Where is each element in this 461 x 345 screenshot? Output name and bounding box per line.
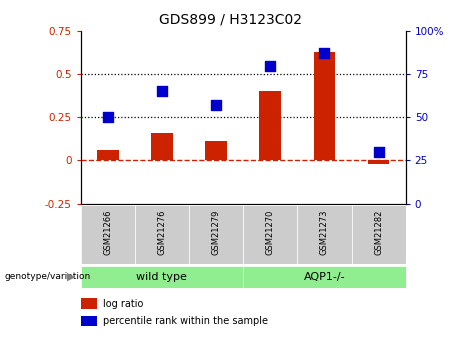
Point	[104, 115, 112, 120]
Bar	[81, 266, 243, 288]
Text: GSM21270: GSM21270	[266, 210, 275, 255]
Text: AQP1-/-: AQP1-/-	[304, 272, 345, 282]
Bar	[81, 298, 97, 309]
Bar	[297, 205, 352, 264]
Bar	[81, 316, 97, 326]
Text: GDS899 / H3123C02: GDS899 / H3123C02	[159, 12, 302, 26]
Text: genotype/variation: genotype/variation	[5, 272, 91, 282]
Point	[375, 149, 382, 155]
Bar	[205, 141, 227, 160]
Text: ▶: ▶	[67, 272, 76, 282]
Point	[266, 63, 274, 68]
Text: GSM21266: GSM21266	[103, 210, 112, 255]
Bar	[313, 52, 335, 160]
Text: wild type: wild type	[136, 272, 187, 282]
Text: GSM21279: GSM21279	[212, 210, 221, 255]
Point	[321, 51, 328, 56]
Bar	[243, 266, 406, 288]
Bar	[135, 205, 189, 264]
Bar	[260, 91, 281, 160]
Bar	[368, 160, 390, 164]
Point	[158, 89, 165, 94]
Bar	[243, 205, 297, 264]
Bar	[352, 205, 406, 264]
Bar	[189, 205, 243, 264]
Bar	[97, 150, 118, 160]
Text: GSM21276: GSM21276	[157, 210, 166, 255]
Text: percentile rank within the sample: percentile rank within the sample	[103, 316, 268, 326]
Text: GSM21282: GSM21282	[374, 210, 383, 255]
Text: log ratio: log ratio	[103, 299, 144, 308]
Text: GSM21273: GSM21273	[320, 210, 329, 255]
Bar	[151, 133, 173, 160]
Point	[213, 102, 220, 108]
Bar	[81, 205, 135, 264]
